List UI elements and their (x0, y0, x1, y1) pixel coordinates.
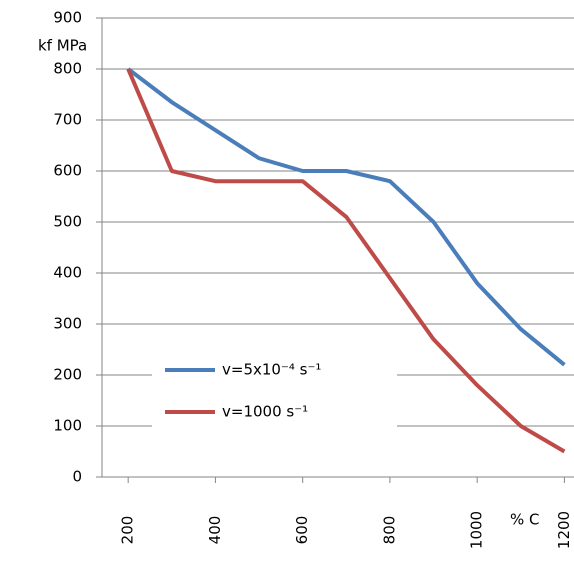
x-tick-label: 600 (293, 516, 311, 545)
data-line (126, 68, 566, 454)
x-tick-label: 200 (119, 516, 137, 545)
x-tick-label: 1200 (555, 511, 573, 549)
x-axis-label: % C (510, 511, 540, 529)
x-tick-label: 800 (380, 516, 398, 545)
y-tick-label: 0 (72, 468, 82, 486)
legend-label: v=1000 s⁻¹ (222, 403, 308, 421)
x-tick-label: 400 (206, 516, 224, 545)
y-tick-label: 600 (53, 162, 82, 180)
y-tick-label: 200 (53, 366, 82, 384)
y-tick-label: 400 (53, 264, 82, 282)
legend-box (152, 352, 397, 434)
y-tick-label: 100 (53, 417, 82, 435)
legend-label: v=5x10⁻⁴ s⁻¹ (222, 361, 321, 379)
y-tick-label: 300 (53, 315, 82, 333)
y-tick-label: 700 (53, 111, 82, 129)
y-axis-label: kf MPa (38, 37, 87, 55)
y-tick-label: 500 (53, 213, 82, 231)
y-tick-label: 900 (53, 9, 82, 27)
x-tick-label: 1000 (468, 511, 486, 549)
data-line (126, 67, 566, 367)
y-tick-label: 800 (53, 60, 82, 78)
